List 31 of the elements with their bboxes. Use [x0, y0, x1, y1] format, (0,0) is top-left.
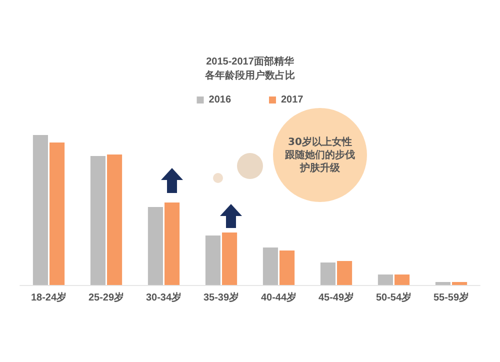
- bar: [280, 250, 295, 285]
- bar: [320, 262, 336, 285]
- bar: [378, 274, 393, 285]
- bar: [164, 202, 180, 285]
- legend-label: 2016: [208, 94, 232, 106]
- bar: [394, 274, 410, 285]
- bar: [90, 156, 106, 285]
- chart-subtitle: 各年龄段用户数占比: [204, 70, 295, 82]
- x-tick-label: 18-24岁: [30, 292, 67, 304]
- bar: [337, 261, 352, 285]
- bar: [148, 207, 163, 285]
- x-tick-label: 45-49岁: [318, 292, 354, 304]
- x-tick-label: 55-59岁: [433, 292, 470, 304]
- annotation: 30岁以上女性: [287, 136, 353, 149]
- x-tick-label: 50-54岁: [376, 292, 412, 304]
- x-tick-label: 30-34岁: [146, 292, 182, 304]
- bar: [205, 236, 220, 285]
- bar: [222, 232, 238, 285]
- legend-label: 2017: [281, 94, 304, 106]
- chart-title: 2015-2017面部精华: [206, 56, 295, 68]
- bar: [50, 142, 65, 285]
- bar: [435, 282, 450, 285]
- bar: [262, 248, 278, 285]
- annotation: 护肤升级: [298, 162, 341, 175]
- bar: [452, 282, 468, 285]
- bar: [32, 135, 48, 285]
- x-tick-label: 25-29岁: [88, 292, 124, 304]
- x-tick-label: 35-39岁: [203, 292, 240, 304]
- annotation: 跟随她们的步伐: [284, 149, 356, 162]
- x-tick-label: 40-44岁: [260, 292, 297, 304]
- bar: [107, 154, 122, 285]
